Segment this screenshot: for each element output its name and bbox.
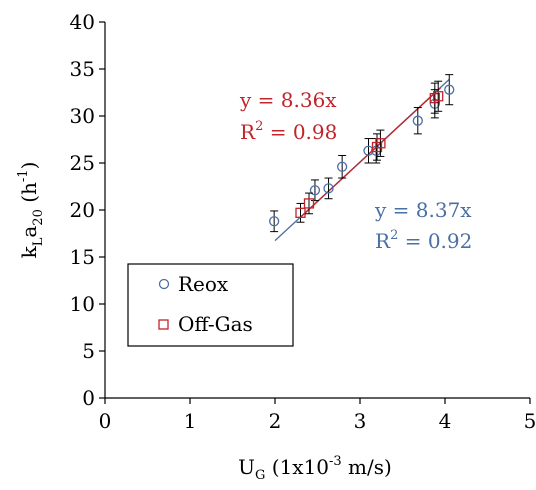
reox-r-value: = 0.92 bbox=[398, 229, 472, 253]
tick-labels: 0 5 10 15 20 25 30 35 40 0 1 2 3 4 5 bbox=[70, 10, 536, 433]
x-title-sup: -3 bbox=[329, 454, 342, 469]
legend-box bbox=[127, 263, 294, 347]
offgas-point bbox=[303, 198, 315, 209]
offgas-point bbox=[433, 91, 444, 102]
reox-r-label: R bbox=[375, 229, 391, 253]
y-tick-label: 35 bbox=[70, 57, 95, 81]
reox-point bbox=[268, 216, 280, 227]
x-title-tail: m/s) bbox=[342, 455, 392, 479]
x-tick-label: 2 bbox=[269, 409, 282, 433]
axes bbox=[99, 21, 531, 404]
y-title-rest: (h bbox=[17, 182, 41, 209]
y-tick-label: 25 bbox=[70, 151, 95, 175]
offgas-point bbox=[295, 207, 306, 218]
y-tick-label: 30 bbox=[70, 104, 95, 128]
reox-point bbox=[444, 84, 455, 95]
offgas-equation-annotation: y = 8.36x R2 = 0.98 bbox=[239, 88, 337, 144]
reox-r-sup: 2 bbox=[390, 228, 398, 243]
data-points bbox=[268, 74, 455, 233]
legend-reox-label: Reox bbox=[178, 272, 229, 296]
y-tick-label: 40 bbox=[70, 10, 95, 34]
y-axis-title: kLa20 (h-1) bbox=[16, 162, 46, 259]
x-title-main: U bbox=[238, 455, 255, 479]
y-tick-label: 20 bbox=[70, 198, 95, 222]
y-title-a: a bbox=[17, 226, 41, 238]
y-title-a-sub: 20 bbox=[31, 209, 46, 226]
y-tick-label: 10 bbox=[70, 292, 95, 316]
x-tick-label: 0 bbox=[99, 409, 112, 433]
offgas-r-sup: 2 bbox=[255, 119, 263, 134]
y-tick-label: 0 bbox=[82, 386, 95, 410]
reox-r-squared: R2 = 0.92 bbox=[375, 228, 472, 253]
x-title-sub: G bbox=[255, 468, 265, 483]
offgas-equation: y = 8.36x bbox=[239, 88, 337, 112]
reox-point bbox=[412, 115, 423, 126]
reox-equation-annotation: y = 8.37x R2 = 0.92 bbox=[374, 198, 472, 253]
offgas-r-value: = 0.98 bbox=[263, 120, 337, 144]
offgas-point bbox=[429, 92, 440, 104]
reox-point bbox=[309, 185, 321, 196]
offgas-r-squared: R2 = 0.98 bbox=[240, 119, 337, 144]
y-title-k: k bbox=[17, 245, 41, 258]
y-tick-label: 15 bbox=[70, 245, 95, 269]
x-tick-label: 4 bbox=[439, 409, 452, 433]
x-title-rest: (1x10 bbox=[265, 455, 329, 479]
legend-reox-marker bbox=[158, 278, 170, 290]
legend: Reox Off-Gas bbox=[127, 263, 294, 347]
y-tick-label: 5 bbox=[82, 339, 95, 363]
x-tick-label: 1 bbox=[184, 409, 197, 433]
reox-equation: y = 8.37x bbox=[374, 198, 472, 222]
offgas-r-label: R bbox=[240, 120, 256, 144]
offgas-point bbox=[375, 138, 386, 149]
y-title-k-sub: L bbox=[31, 237, 46, 246]
reox-point bbox=[323, 183, 334, 194]
reox-point bbox=[336, 161, 348, 172]
y-title-tail: ) bbox=[17, 162, 41, 170]
x-axis-title: UG (1x10-3 m/s) bbox=[238, 454, 392, 483]
legend-offgas-marker bbox=[158, 319, 169, 330]
x-tick-label: 5 bbox=[524, 409, 536, 433]
offgas-point bbox=[371, 141, 383, 153]
x-tick-label: 3 bbox=[354, 409, 367, 433]
y-title-sup: -1 bbox=[16, 169, 31, 182]
legend-offgas-label: Off-Gas bbox=[178, 312, 253, 336]
